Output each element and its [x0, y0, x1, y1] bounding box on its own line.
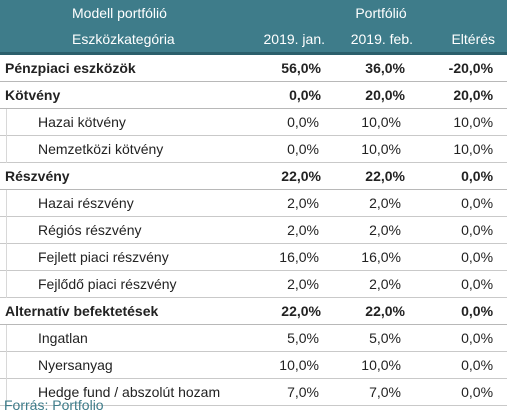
header-portfolio-group: Portfólió	[255, 0, 507, 26]
cell-diff: 0,0%	[423, 243, 507, 271]
cell-diff: 0,0%	[423, 351, 507, 379]
table-row-real-estate: Ingatlan 5,0% 5,0% 0,0%	[0, 324, 507, 352]
cell-feb: 2,0%	[331, 270, 423, 298]
cell-jan: 0,0%	[255, 81, 331, 109]
header-row-columns: Eszközkategória 2019. jan. 2019. feb. El…	[0, 26, 507, 55]
header-asset-category: Eszközkategória	[0, 26, 255, 55]
cell-diff: 0,0%	[423, 378, 507, 406]
table-row-money-market: Pénzpiaci eszközök 56,0% 36,0% -20,0%	[0, 53, 507, 82]
cell-jan: 56,0%	[255, 53, 331, 82]
table-row-domestic-equities: Hazai részvény 2,0% 2,0% 0,0%	[0, 189, 507, 217]
table-row-bonds: Kötvény 0,0% 20,0% 20,0%	[0, 81, 507, 109]
table-body: Pénzpiaci eszközök 56,0% 36,0% -20,0% Kö…	[0, 53, 507, 406]
row-label: Pénzpiaci eszközök	[0, 53, 255, 82]
header-row-top: Modell portfólió Portfólió	[0, 0, 507, 26]
cell-feb: 10,0%	[331, 108, 423, 136]
cell-jan: 0,0%	[255, 108, 331, 136]
cell-diff: -20,0%	[423, 53, 507, 82]
cell-feb: 2,0%	[331, 216, 423, 244]
cell-jan: 7,0%	[255, 378, 331, 406]
table-header: Modell portfólió Portfólió Eszközkategór…	[0, 0, 507, 55]
table-row-domestic-bonds: Hazai kötvény 0,0% 10,0% 10,0%	[0, 108, 507, 136]
table-row-international-bonds: Nemzetközi kötvény 0,0% 10,0% 10,0%	[0, 135, 507, 163]
row-label: Nyersanyag	[0, 351, 255, 379]
cell-feb: 7,0%	[331, 378, 423, 406]
header-model-portfolio: Modell portfólió	[0, 0, 255, 26]
cell-jan: 22,0%	[255, 162, 331, 190]
cell-jan: 2,0%	[255, 189, 331, 217]
cell-feb: 10,0%	[331, 351, 423, 379]
row-label: Régiós részvény	[0, 216, 255, 244]
row-label: Fejlett piaci részvény	[0, 243, 255, 271]
cell-diff: 0,0%	[423, 189, 507, 217]
header-feb: 2019. feb.	[331, 26, 423, 55]
cell-diff: 0,0%	[423, 270, 507, 298]
table-row-commodities: Nyersanyag 10,0% 10,0% 0,0%	[0, 351, 507, 379]
row-label: Kötvény	[0, 81, 255, 109]
cell-feb: 5,0%	[331, 324, 423, 352]
cell-feb: 10,0%	[331, 135, 423, 163]
cell-diff: 10,0%	[423, 135, 507, 163]
row-label: Hazai kötvény	[0, 108, 255, 136]
cell-jan: 22,0%	[255, 297, 331, 325]
cell-diff: 10,0%	[423, 108, 507, 136]
portfolio-table-container: Modell portfólió Portfólió Eszközkategór…	[0, 0, 507, 406]
row-label: Hedge fund / abszolút hozam	[0, 378, 255, 406]
row-label: Részvény	[0, 162, 255, 190]
cell-feb: 2,0%	[331, 189, 423, 217]
cell-feb: 22,0%	[331, 297, 423, 325]
header-jan: 2019. jan.	[255, 26, 331, 55]
cell-jan: 0,0%	[255, 135, 331, 163]
table-row-alternatives: Alternatív befektetések 22,0% 22,0% 0,0%	[0, 297, 507, 325]
cell-jan: 16,0%	[255, 243, 331, 271]
portfolio-table: Modell portfólió Portfólió Eszközkategór…	[0, 0, 507, 406]
cell-jan: 2,0%	[255, 216, 331, 244]
cell-diff: 0,0%	[423, 324, 507, 352]
cell-feb: 22,0%	[331, 162, 423, 190]
cell-diff: 0,0%	[423, 297, 507, 325]
row-label: Hazai részvény	[0, 189, 255, 217]
cell-feb: 16,0%	[331, 243, 423, 271]
table-row-hedge-fund: Hedge fund / abszolút hozam 7,0% 7,0% 0,…	[0, 378, 507, 406]
cell-jan: 5,0%	[255, 324, 331, 352]
row-label: Ingatlan	[0, 324, 255, 352]
row-label: Nemzetközi kötvény	[0, 135, 255, 163]
row-label: Fejlődő piaci részvény	[0, 270, 255, 298]
header-diff: Eltérés	[423, 26, 507, 55]
table-row-emerging-equities: Fejlődő piaci részvény 2,0% 2,0% 0,0%	[0, 270, 507, 298]
cell-diff: 0,0%	[423, 162, 507, 190]
table-row-regional-equities: Régiós részvény 2,0% 2,0% 0,0%	[0, 216, 507, 244]
table-row-developed-equities: Fejlett piaci részvény 16,0% 16,0% 0,0%	[0, 243, 507, 271]
cell-feb: 20,0%	[331, 81, 423, 109]
row-label: Alternatív befektetések	[0, 297, 255, 325]
cell-jan: 10,0%	[255, 351, 331, 379]
cell-diff: 0,0%	[423, 216, 507, 244]
cell-diff: 20,0%	[423, 81, 507, 109]
cell-feb: 36,0%	[331, 53, 423, 82]
cell-jan: 2,0%	[255, 270, 331, 298]
table-row-equities: Részvény 22,0% 22,0% 0,0%	[0, 162, 507, 190]
source-note: Forrás: Portfolio	[4, 397, 104, 413]
